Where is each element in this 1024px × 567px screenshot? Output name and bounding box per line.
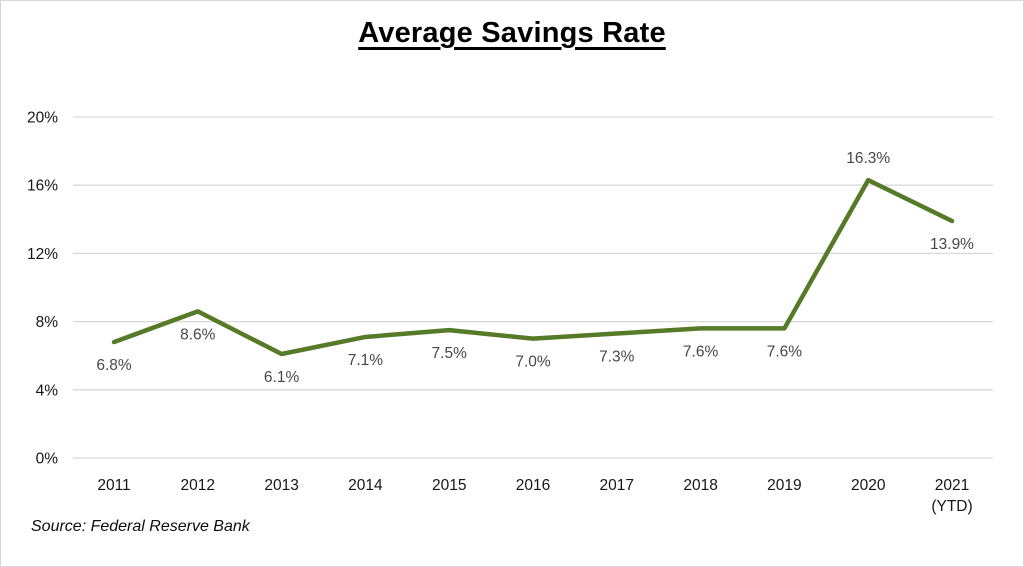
y-axis-tick-label: 0%	[36, 451, 59, 468]
x-axis-tick-label: 2017	[600, 477, 634, 494]
data-point-label: 6.1%	[264, 369, 300, 386]
data-point-label: 8.6%	[180, 326, 216, 343]
x-axis-tick-label: 2012	[181, 477, 215, 494]
x-axis-tick-label: 2018	[683, 477, 717, 494]
y-axis-tick-label: 16%	[27, 178, 58, 195]
x-axis-tick-sublabel: (YTD)	[931, 498, 972, 515]
y-axis-tick-label: 12%	[27, 246, 58, 263]
y-axis-tick-label: 20%	[27, 110, 58, 127]
x-axis-tick-label: 2021	[935, 477, 969, 494]
data-point-label: 7.6%	[767, 343, 803, 360]
x-axis-tick-label: 2020	[851, 477, 886, 494]
x-axis-tick-label: 2014	[348, 477, 383, 494]
y-axis-tick-label: 8%	[36, 314, 59, 331]
x-axis-tick-label: 2015	[432, 477, 466, 494]
data-point-label: 13.9%	[930, 236, 974, 253]
source-note: Source: Federal Reserve Bank	[31, 518, 250, 535]
data-point-label: 7.3%	[599, 349, 635, 366]
data-point-label: 7.1%	[348, 352, 384, 369]
data-point-label: 7.0%	[515, 354, 551, 371]
data-point-label: 16.3%	[846, 150, 890, 167]
data-point-label: 7.6%	[683, 343, 719, 360]
x-axis-tick-label: 2013	[264, 477, 298, 494]
data-point-label: 6.8%	[96, 357, 132, 374]
data-point-label: 7.5%	[432, 345, 468, 362]
chart-title: Average Savings Rate	[358, 17, 666, 49]
x-axis-tick-label: 2011	[97, 477, 130, 494]
x-axis-tick-label: 2016	[516, 477, 550, 494]
y-axis-tick-label: 4%	[36, 382, 59, 399]
series-line	[111, 177, 955, 357]
x-axis-tick-label: 2019	[767, 477, 801, 494]
